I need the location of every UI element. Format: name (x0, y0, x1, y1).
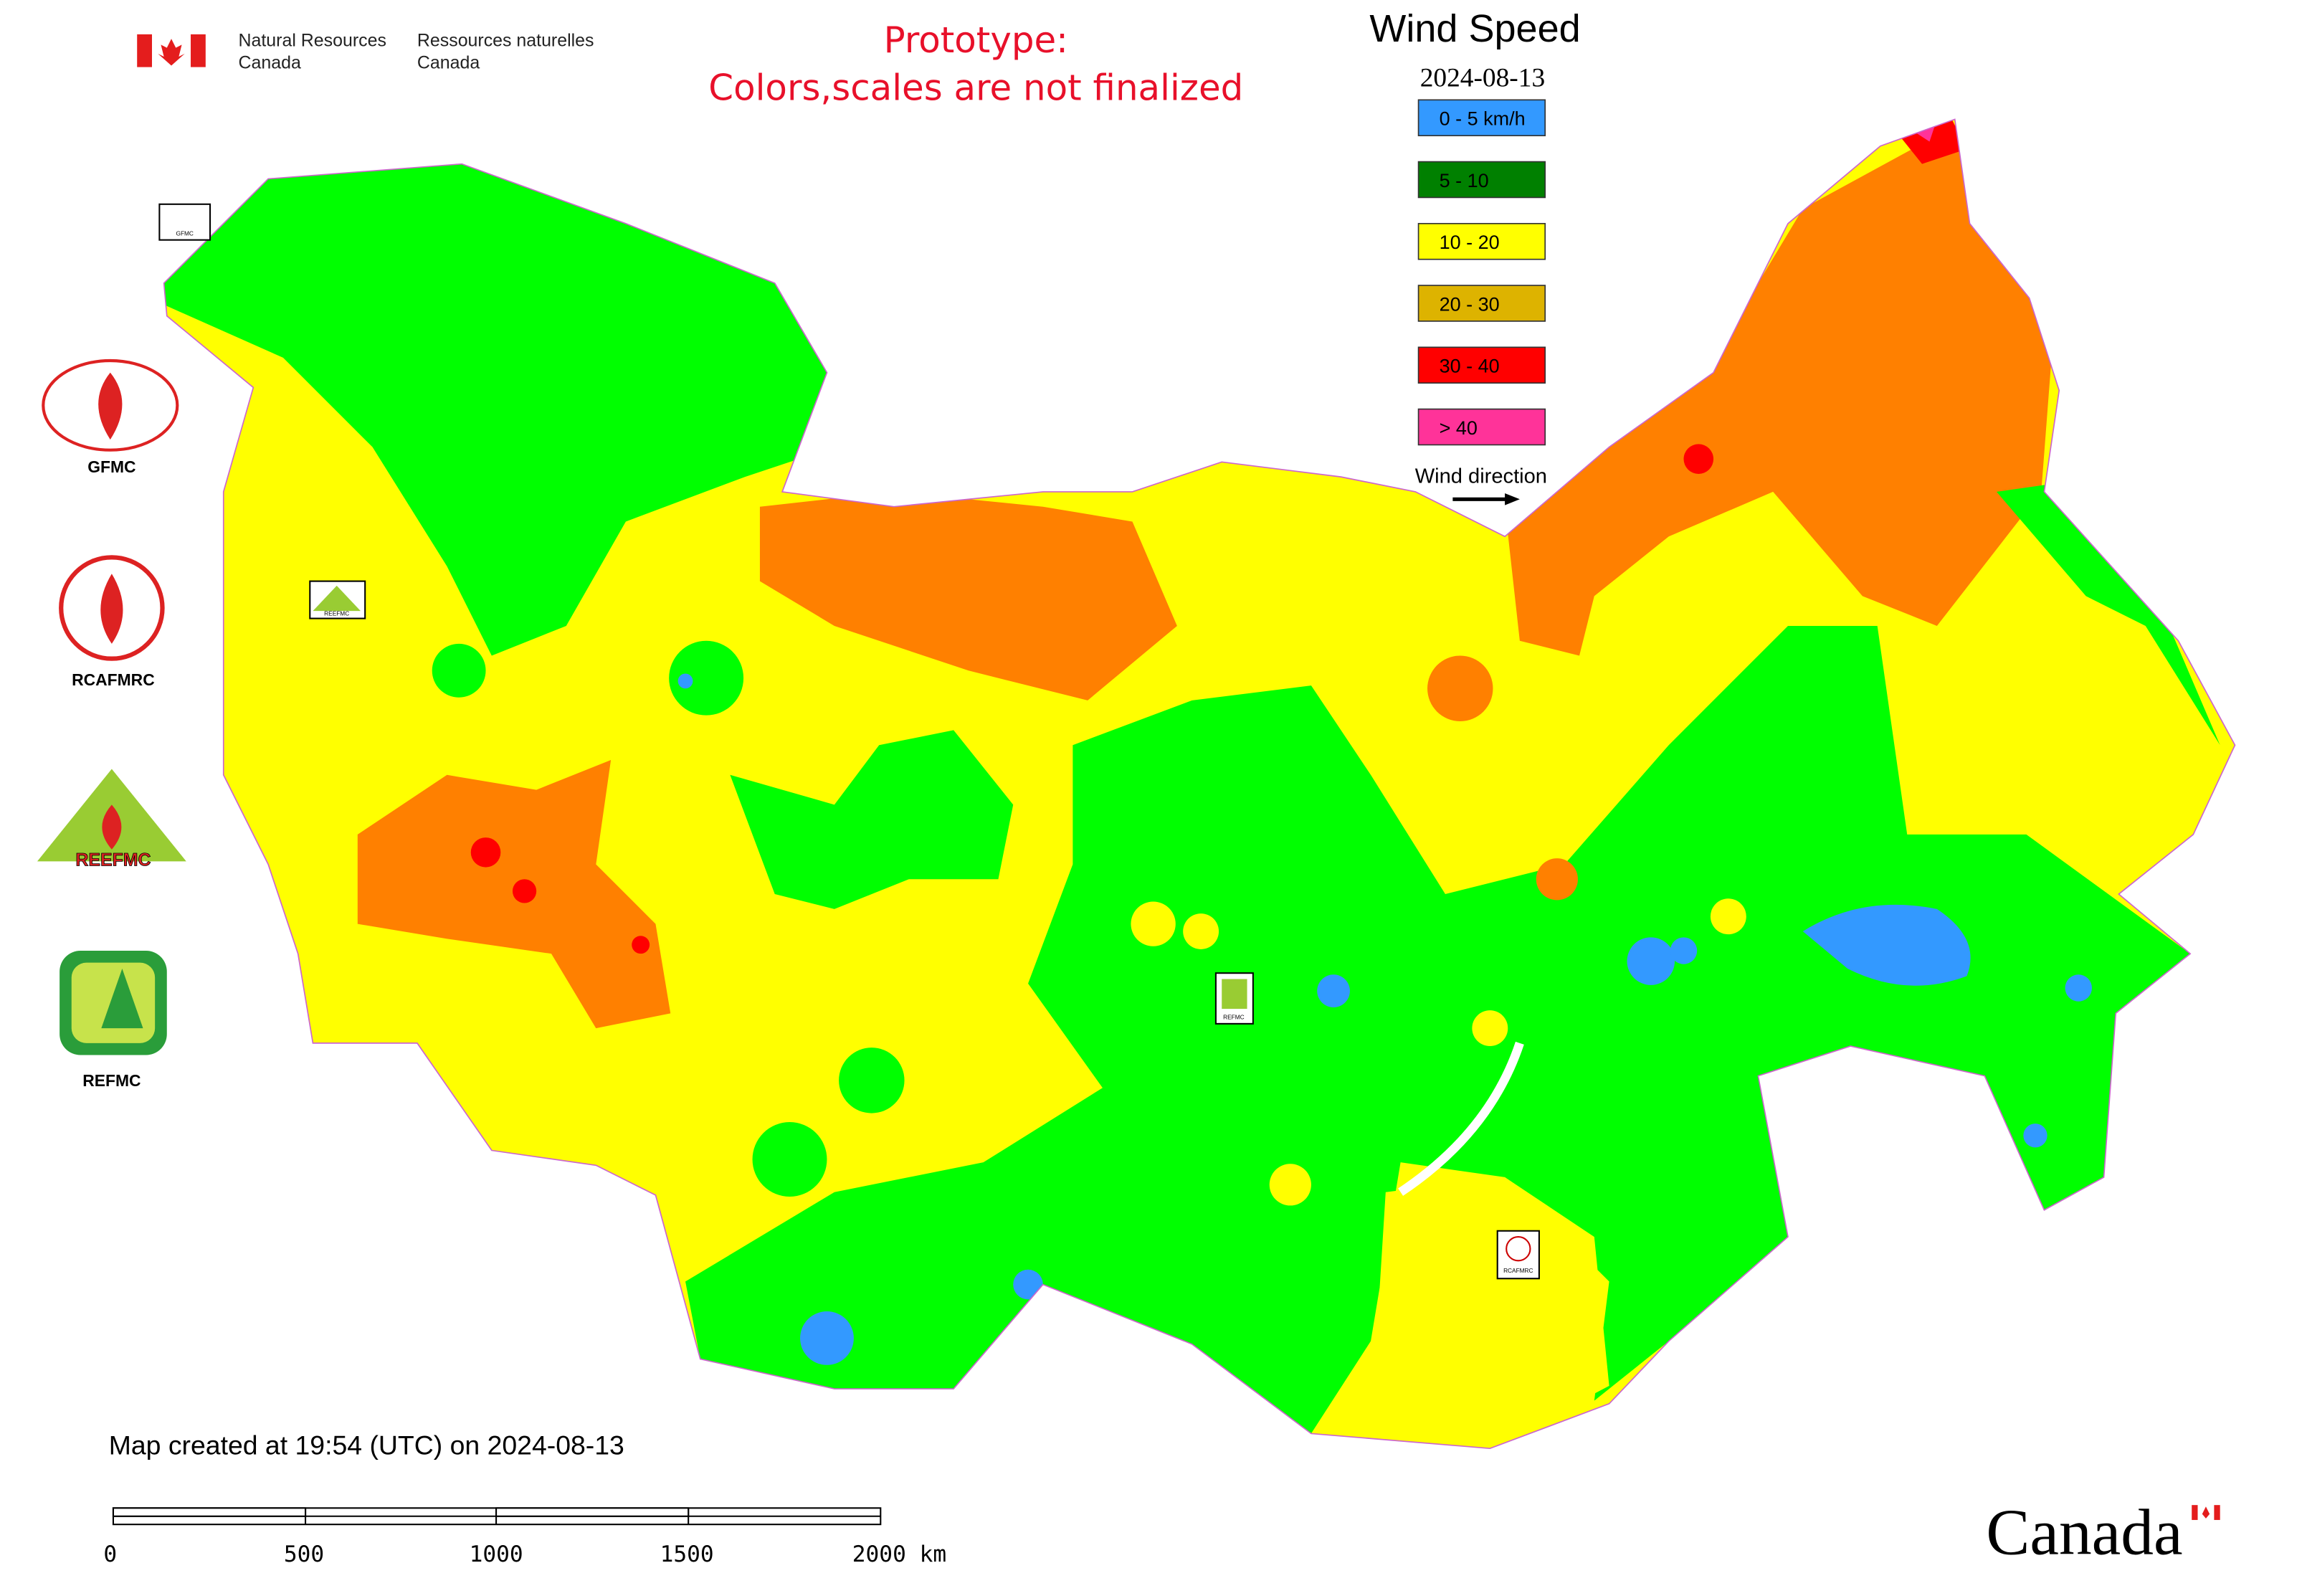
logo: REFMC (60, 951, 167, 1090)
wordmark-flag (2192, 1505, 2220, 1520)
marker-label: RCAFMRC (1503, 1267, 1533, 1274)
scale-label: 1500 (660, 1542, 714, 1567)
prototype-notice: Colors,scales are not finalized (708, 67, 1243, 108)
org-name-en: Canada (239, 53, 301, 73)
legend-label: 5 - 10 (1440, 170, 1489, 191)
lake (1398, 1041, 1524, 1196)
scale-label: 1000 (470, 1542, 523, 1567)
zone-20-30 (759, 491, 1177, 700)
zone-5-10 (685, 625, 2191, 1434)
map-marker: RCAFMRC (1496, 1230, 1540, 1280)
legend-title: Wind Speed (1369, 7, 1580, 50)
legend-swatch (1417, 346, 1546, 384)
marker-label: REEFMC (324, 609, 349, 617)
scale-label: 2000 km (852, 1542, 946, 1567)
wind-direction-arrow (1452, 493, 1520, 505)
creation-note: Map created at 19:54 (UTC) on 2024-08-13 (109, 1430, 624, 1460)
zone-10-20 (1371, 1177, 1609, 1449)
legend-label: 30 - 40 (1440, 356, 1500, 377)
wind-cells (432, 444, 2092, 1365)
legend-swatch (1417, 161, 1546, 199)
org-name-fr: Canada (417, 53, 480, 73)
map-marker: REEFMC (309, 580, 366, 619)
logo: GFMC (42, 358, 179, 476)
scale-label: 0 (103, 1542, 117, 1567)
canada-wordmark: Canada (1986, 1496, 2182, 1569)
logo: RCAFMRC (59, 555, 165, 689)
marker-label: GFMC (176, 229, 193, 237)
legend-label: > 40 (1440, 417, 1478, 439)
zone-5-10 (730, 730, 1014, 909)
logo-label: REEFMC (75, 850, 151, 870)
marker-label: REFMC (1223, 1014, 1245, 1021)
map-marker: REFMC (1214, 972, 1254, 1025)
logo-label: REFMC (82, 1071, 141, 1090)
legend-date: 2024-08-13 (1420, 64, 1545, 93)
legend: 0 - 5 km/h 5 - 10 10 - 20 20 - 30 30 - 40 > 4… (1417, 99, 1546, 446)
map-marker: GFMC (158, 203, 211, 241)
legend-label: 0 - 5 km/h (1440, 108, 1526, 130)
org-name-fr: Ressources naturelles (417, 30, 594, 50)
logo-label: RCAFMRC (72, 670, 155, 689)
canada-flag (137, 34, 206, 67)
boundary (163, 118, 2236, 1450)
zone-5-10 (163, 148, 834, 656)
prototype-notice: Prototype: (884, 19, 1068, 61)
zone-5-10 (1996, 477, 2220, 746)
legend-swatch (1417, 99, 1546, 137)
legend-swatch (1417, 408, 1546, 446)
legend-label: 10 - 20 (1440, 232, 1500, 253)
scale-bar (112, 1507, 882, 1526)
wind-direction-label: Wind direction (1415, 465, 1547, 488)
zone-20-30 (1505, 119, 2057, 656)
logo: REEFMC (37, 769, 186, 870)
scale-label: 500 (284, 1542, 324, 1567)
org-name-en: Natural Resources (239, 30, 386, 50)
logo-label: GFMC (87, 457, 135, 476)
legend-swatch (1417, 285, 1546, 322)
legend-label: 20 - 30 (1440, 293, 1500, 315)
legend-swatch (1417, 222, 1546, 260)
